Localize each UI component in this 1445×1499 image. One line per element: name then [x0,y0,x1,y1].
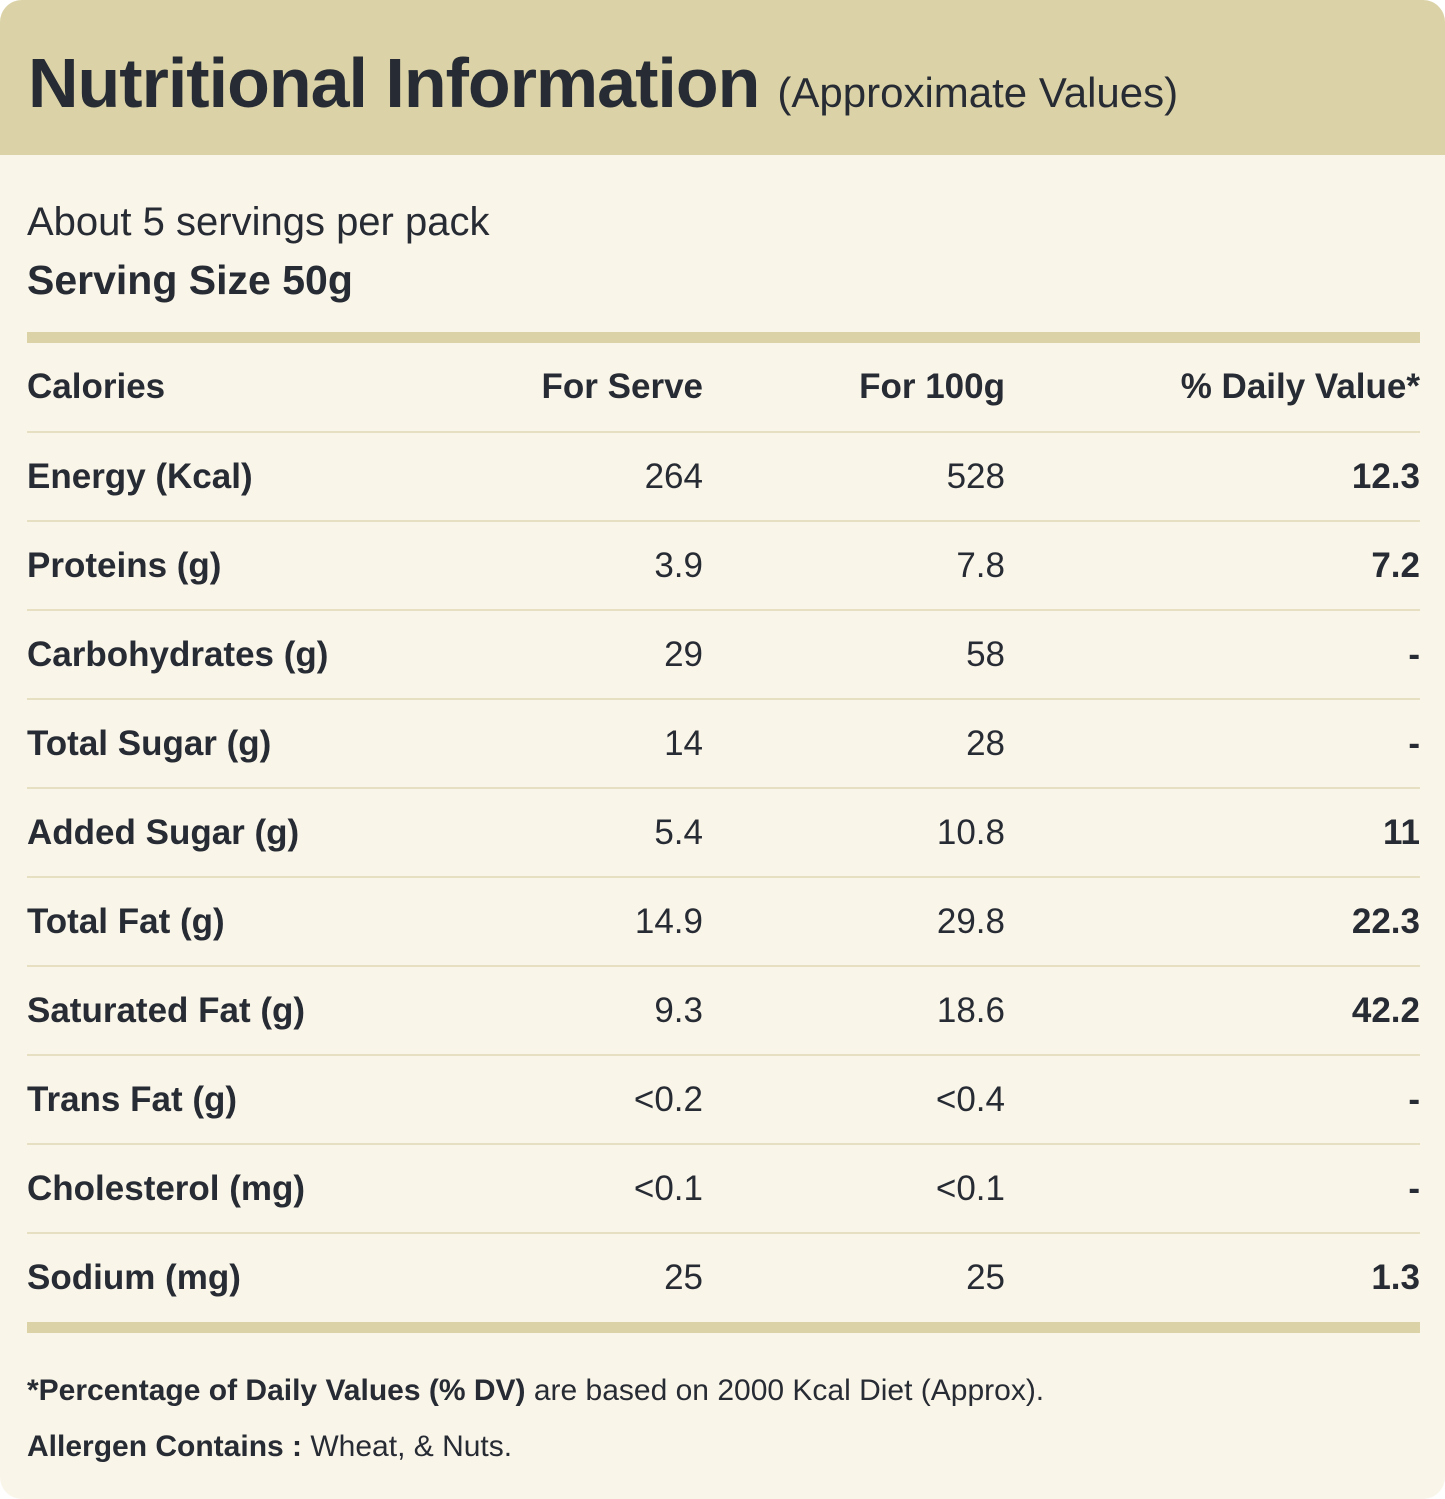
row-dv-value: 42.2 [1005,966,1420,1057]
row-100g-value: 58 [703,610,1005,701]
col-header-daily-value: % Daily Value* [1005,343,1420,434]
row-serve-value: 3.9 [403,521,703,612]
table-row: Sodium (mg) 25 25 1.3 [27,1233,1420,1322]
row-serve-value: 14 [403,699,703,790]
row-dv-value: 11 [1005,788,1420,879]
row-serve-value: <0.1 [403,1144,703,1235]
row-100g-value: 528 [703,432,1005,523]
table-row: Total Sugar (g) 14 28 - [27,699,1420,790]
row-label: Total Sugar (g) [27,699,403,790]
row-dv-value: 1.3 [1371,1258,1420,1298]
row-label: Sodium (mg) [27,1258,241,1298]
row-label: Carbohydrates (g) [27,610,403,701]
row-100g-value: <0.1 [703,1144,1005,1235]
row-label: Proteins (g) [27,521,403,612]
servings-per-pack: About 5 servings per pack [27,200,490,244]
divider-bar-bottom [27,1322,1420,1334]
row-serve-value: 264 [403,432,703,523]
table-row: Saturated Fat (g) 9.3 18.6 42.2 [27,966,1420,1057]
row-label: Added Sugar (g) [27,788,403,879]
daily-value-footnote: *Percentage of Daily Values (% DV) are b… [27,1371,1420,1411]
table-row: Added Sugar (g) 5.4 10.8 11 [27,788,1420,879]
page-subtitle: (Approximate Values) [777,69,1179,116]
row-serve-value: 9.3 [403,966,703,1057]
row-dv-value: 22.3 [1005,877,1420,968]
row-serve-value: 14.9 [403,877,703,968]
label-content: About 5 servings per pack Serving Size 5… [0,199,1445,1466]
row-dv-value: 7.2 [1005,521,1420,612]
row-dv-value: - [1005,610,1420,701]
table-row: Trans Fat (g) <0.2 <0.4 - [27,1055,1420,1146]
row-100g-value: 29.8 [703,877,1005,968]
row-dv-value: - [1005,699,1420,790]
row-dv-value: - [1005,1055,1420,1146]
row-100g-value: 7.8 [703,521,1005,612]
table-row: Energy (Kcal) 264 528 12.3 [27,432,1420,523]
row-label: Saturated Fat (g) [27,966,403,1057]
row-serve-value: <0.2 [403,1055,703,1146]
table-row: Proteins (g) 3.9 7.8 7.2 [27,521,1420,612]
col-header-calories: Calories [27,343,403,434]
daily-value-footnote-bold: *Percentage of Daily Values (% DV) [27,1374,526,1408]
col-header-for-100g: For 100g [703,343,1005,434]
table-row: Cholesterol (mg) <0.1 <0.1 - [27,1144,1420,1235]
row-label: Total Fat (g) [27,877,403,968]
row-label: Energy (Kcal) [27,432,403,523]
table-row: Carbohydrates (g) 29 58 - [27,610,1420,701]
allergen-note-bold: Allergen Contains : [27,1429,303,1463]
table-header-row: Calories For Serve For 100g % Daily Valu… [27,343,1420,434]
row-serve-value: 25 [664,1258,703,1298]
allergen-note-rest: Wheat, & Nuts. [302,1429,513,1463]
header-band: Nutritional Information (Approximate Val… [0,0,1445,155]
allergen-note: Allergen Contains : Wheat, & Nuts. [27,1427,1420,1467]
row-100g-value: <0.4 [703,1055,1005,1146]
col-header-for-serve: For Serve [403,343,703,434]
table-row: Total Fat (g) 14.9 29.8 22.3 [27,877,1420,968]
row-serve-value: 29 [403,610,703,701]
row-100g-value: 18.6 [703,966,1005,1057]
page-title: Nutritional Information [28,44,760,122]
daily-value-footnote-rest: are based on 2000 Kcal Diet (Approx). [525,1374,1045,1408]
row-dv-value: - [1005,1144,1420,1235]
nutrition-table: Calories For Serve For 100g % Daily Valu… [27,343,1420,1322]
divider-bar-top [27,332,1420,344]
row-label: Cholesterol (mg) [27,1144,403,1235]
row-100g-value: 28 [703,699,1005,790]
row-dv-value: 12.3 [1005,432,1420,523]
serving-size: Serving Size 50g [27,257,353,303]
row-100g-value: 10.8 [703,788,1005,879]
row-100g-value: 25 [966,1258,1005,1298]
row-label: Trans Fat (g) [27,1055,403,1146]
row-serve-value: 5.4 [403,788,703,879]
